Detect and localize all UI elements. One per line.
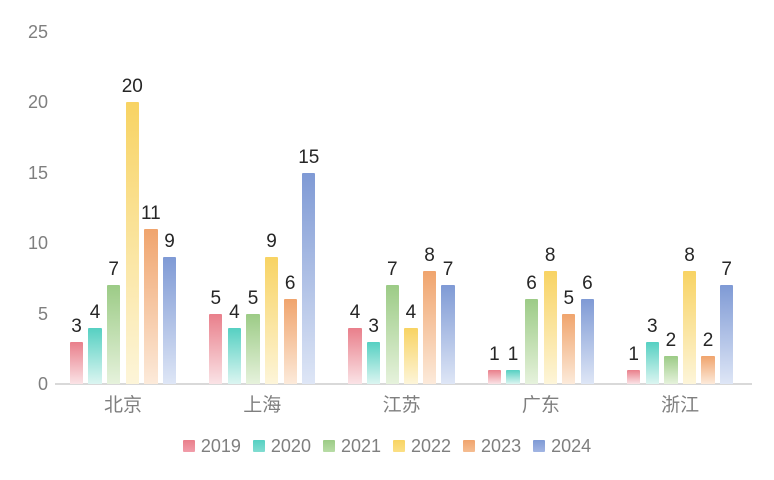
- value-label-2020-江苏: 3: [368, 315, 379, 337]
- value-label-2023-广东: 5: [563, 287, 575, 309]
- value-label-2024-浙江: 7: [721, 259, 732, 281]
- y-tick-label: 25: [27, 21, 48, 42]
- value-label-2019-浙江: 1: [628, 343, 639, 365]
- legend-label-2021: 2021: [340, 436, 381, 456]
- value-label-2020-北京: 4: [89, 301, 101, 323]
- bar-2022-北京: [125, 102, 139, 384]
- value-label-2021-广东: 6: [526, 273, 537, 295]
- bar-2021-浙江: [664, 355, 678, 384]
- bar-2020-江苏: [367, 341, 381, 384]
- x-axis-line: [55, 383, 752, 385]
- legend-label-2024: 2024: [551, 436, 592, 456]
- bar-2019-上海: [209, 313, 223, 384]
- bar-2020-北京: [88, 327, 102, 384]
- bar-2020-广东: [506, 369, 520, 384]
- x-label-浙江: 浙江: [661, 395, 700, 416]
- legend-item-2024: 2024: [533, 435, 591, 457]
- value-label-2021-上海: 5: [247, 287, 259, 309]
- legend-swatch-2020: [252, 440, 265, 452]
- value-label-2024-北京: 9: [164, 231, 175, 253]
- legend-swatch-2021: [322, 440, 335, 452]
- y-tick-label: 5: [37, 303, 48, 324]
- legend-label-2022: 2022: [411, 436, 452, 456]
- legend-item-2020: 2020: [252, 435, 311, 457]
- legend-label-2019: 2019: [200, 436, 241, 456]
- legend-item-2021: 2021: [322, 435, 381, 457]
- value-label-2022-浙江: 8: [684, 245, 695, 267]
- legend-swatch-2024: [533, 440, 546, 452]
- legend-label-2020: 2020: [270, 436, 311, 456]
- value-label-2020-广东: 1: [507, 343, 519, 365]
- value-label-2019-北京: 3: [71, 315, 82, 337]
- x-label-北京: 北京: [103, 395, 142, 416]
- bar-2022-上海: [264, 257, 279, 384]
- value-label-2023-江苏: 8: [424, 245, 435, 267]
- x-label-广东: 广东: [521, 395, 560, 416]
- bar-2022-浙江: [682, 271, 697, 384]
- bar-2022-江苏: [404, 327, 418, 384]
- y-tick-label: 10: [27, 233, 48, 253]
- value-label-2019-广东: 1: [489, 343, 500, 365]
- legend-item-2019: 2019: [182, 435, 241, 457]
- y-tick-label: 0: [37, 374, 48, 394]
- legend-item-2023: 2023: [463, 435, 521, 457]
- value-label-2022-北京: 20: [121, 76, 143, 97]
- bar-2021-上海: [246, 313, 260, 384]
- value-label-2023-浙江: 2: [702, 329, 714, 351]
- bar-2023-上海: [283, 299, 297, 384]
- value-label-2022-江苏: 4: [405, 301, 417, 323]
- value-label-2020-浙江: 3: [647, 315, 658, 337]
- value-label-2021-北京: 7: [108, 259, 119, 281]
- bar-2021-北京: [107, 285, 121, 384]
- legend: 2019 2020 2021 2022 2023 2024: [0, 433, 774, 459]
- bar-2023-北京: [144, 228, 158, 384]
- bar-2019-广东: [487, 369, 502, 384]
- value-label-2019-上海: 5: [210, 287, 222, 309]
- legend-swatch-2019: [182, 440, 195, 452]
- bar-2019-北京: [69, 341, 84, 384]
- bar-2023-广东: [562, 313, 576, 384]
- bar-2024-浙江: [720, 285, 734, 384]
- value-label-2021-江苏: 7: [387, 259, 398, 281]
- bar-2020-浙江: [645, 341, 659, 384]
- bar-2021-江苏: [385, 285, 399, 384]
- value-label-2024-江苏: 7: [442, 259, 454, 281]
- y-tick-label: 15: [27, 162, 48, 183]
- value-label-2024-上海: 15: [298, 146, 320, 168]
- bar-2024-北京: [162, 257, 177, 384]
- bar-2021-广东: [524, 299, 539, 384]
- bar-2020-上海: [227, 327, 242, 384]
- bar-2019-江苏: [348, 327, 362, 384]
- bar-2023-浙江: [701, 355, 715, 384]
- legend-item-2022: 2022: [393, 435, 451, 457]
- y-tick-label: 20: [27, 92, 48, 112]
- x-label-上海: 上海: [243, 395, 282, 416]
- value-label-2019-江苏: 4: [349, 301, 361, 323]
- value-label-2022-广东: 8: [544, 245, 556, 267]
- bar-2024-上海: [302, 172, 316, 384]
- legend-swatch-2023: [463, 440, 476, 452]
- value-label-2023-北京: 11: [141, 202, 161, 224]
- legend-label-2023: 2023: [481, 436, 522, 456]
- legend-swatch-2022: [393, 440, 405, 452]
- bar-2023-江苏: [422, 271, 437, 384]
- value-label-2023-上海: 6: [284, 273, 296, 295]
- bar-2024-广东: [580, 299, 595, 384]
- bar-2022-广东: [543, 271, 557, 384]
- value-label-2022-上海: 9: [266, 231, 277, 253]
- x-label-江苏: 江苏: [382, 395, 421, 416]
- value-label-2024-广东: 6: [582, 273, 593, 295]
- bar-2024-江苏: [441, 285, 455, 384]
- bar-2019-浙江: [627, 369, 641, 384]
- value-label-2021-浙江: 2: [665, 329, 677, 351]
- value-label-2020-上海: 4: [229, 301, 240, 323]
